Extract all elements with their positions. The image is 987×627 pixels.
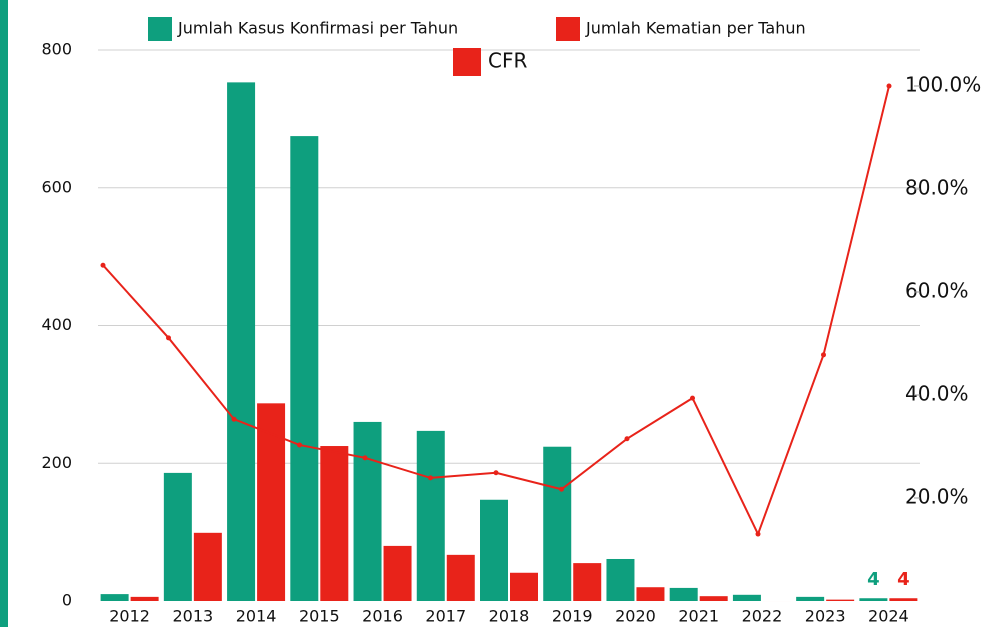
bar [320,446,349,601]
bar [889,598,918,601]
y-tick-label: 200 [41,453,72,472]
x-tick-label: 2016 [362,607,403,626]
x-tick-label: 2014 [236,607,277,626]
bar [859,598,888,601]
cfr-point [690,395,695,401]
cfr-point [100,262,106,268]
bar [227,82,256,602]
y2-tick-label: 100.0% [905,73,981,97]
bar [826,599,855,601]
x-tick-label: 2022 [742,607,783,626]
legend-label: CFR [488,49,527,73]
y2-tick-label: 60.0% [905,279,969,303]
y-tick-label: 400 [41,315,72,334]
bar [636,587,665,601]
data-label: 4 [867,569,880,590]
bar [543,446,572,601]
bar [163,472,192,601]
bar [699,596,728,601]
cfr-point [886,83,892,89]
y-tick-label: 600 [41,177,72,196]
cfr-point [231,416,237,422]
bar [130,596,159,601]
y2-tick-label: 20.0% [905,485,969,509]
cfr-point [166,335,171,341]
y-tick-label: 800 [41,40,72,59]
x-tick-label: 2013 [172,607,213,626]
bar [796,596,825,601]
x-tick-label: 2021 [678,607,719,626]
x-tick-label: 2023 [805,607,846,626]
bar [416,430,445,601]
bar [732,594,761,601]
cfr-point [821,352,826,358]
data-label: 4 [897,569,910,590]
cfr-point [755,531,761,537]
x-tick-label: 2019 [552,607,593,626]
y-tick-label: 0 [62,591,72,610]
cfr-point [428,475,433,481]
legend-label: Jumlah Kematian per Tahun [585,19,806,38]
legend-swatch [453,48,481,76]
cfr-point [559,486,564,492]
bar [353,421,382,601]
side-strip [0,0,8,627]
bar [257,403,286,601]
bar [480,499,508,601]
x-tick-label: 2012 [109,607,150,626]
cfr-point [362,455,368,461]
bar [100,594,129,601]
x-tick-label: 2020 [615,607,656,626]
bar [193,532,222,601]
y2-tick-label: 80.0% [905,176,969,200]
x-tick-label: 2018 [489,607,530,626]
cfr-point [624,436,630,442]
bar [446,554,475,601]
cfr-point [493,470,499,476]
legend-swatch [148,17,172,41]
bar [383,545,412,601]
y2-tick-label: 40.0% [905,382,969,406]
bar [606,558,635,601]
cfr-line [102,85,890,537]
bar [510,572,538,601]
bar [290,136,319,601]
legend-label: Jumlah Kasus Konfirmasi per Tahun [177,19,458,38]
x-tick-label: 2015 [299,607,340,626]
cfr-point [297,442,302,448]
bar [669,587,698,601]
legend-swatch [556,17,580,41]
x-tick-label: 2017 [425,607,466,626]
x-tick-label: 2024 [868,607,909,626]
bar [573,563,602,601]
